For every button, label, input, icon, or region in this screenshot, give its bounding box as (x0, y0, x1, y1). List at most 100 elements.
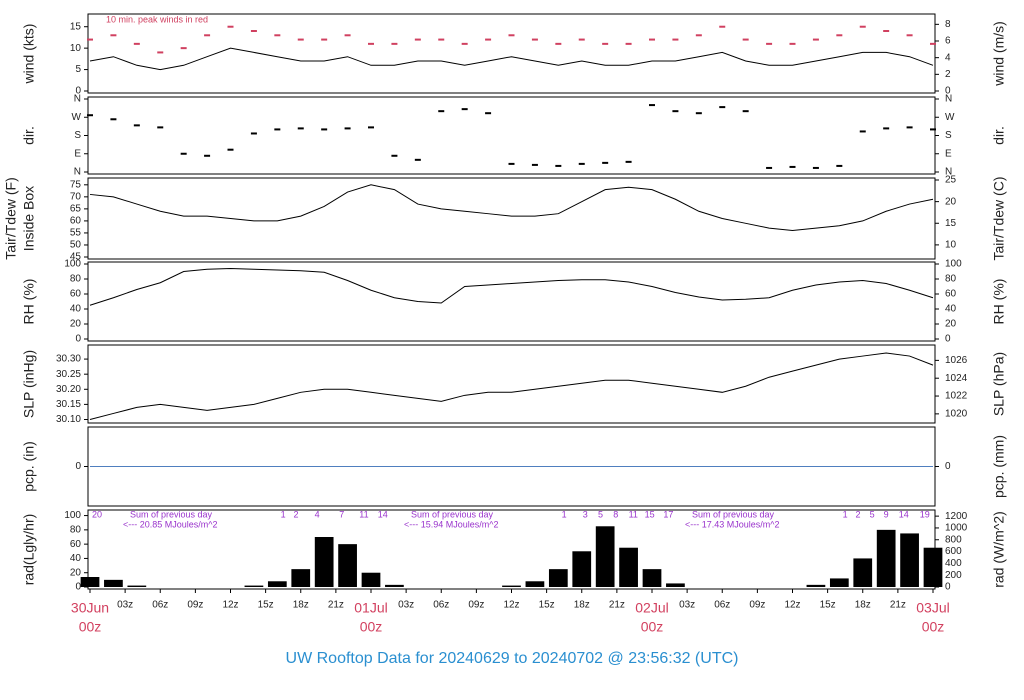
y2-tick-label: 80 (945, 274, 957, 285)
bar (291, 569, 311, 587)
y2-tick-label: N (945, 94, 952, 105)
y-axis-label: pcp. (in) (21, 441, 37, 492)
y-axis-label: SLP (inHg) (21, 350, 37, 418)
data-point (133, 42, 140, 45)
top-tick-label: 4 (315, 509, 320, 519)
y-tick-label: 10 (70, 43, 82, 54)
top-tick-label: 15 (645, 509, 655, 519)
chart-title: UW Rooftop Data for 20240629 to 20240702… (286, 650, 739, 667)
data-point (227, 25, 234, 28)
bar (127, 585, 147, 587)
y-tick-label: 55 (70, 228, 82, 239)
data-line (89, 47, 934, 71)
y2-tick-label: 1026 (945, 355, 968, 366)
bar (244, 585, 264, 587)
top-tick-label: 14 (899, 509, 909, 519)
y2-tick-label: 1000 (945, 523, 968, 534)
data-point (719, 25, 726, 28)
data-point (250, 30, 257, 32)
y2-tick-label: 40 (945, 304, 957, 315)
y-tick-label: 30.20 (56, 384, 81, 395)
data-point (157, 126, 164, 129)
bar (876, 529, 896, 587)
data-point (602, 42, 609, 45)
y2-tick-label: 20 (945, 196, 957, 207)
y2-axis-label: wind (m/s) (991, 21, 1007, 87)
data-point (157, 51, 164, 54)
y-tick-label: 75 (70, 179, 82, 190)
data-point (766, 42, 773, 45)
y-tick-label: E (74, 148, 81, 159)
top-tick-label: 17 (663, 509, 673, 519)
x-tick-label: 09z (468, 600, 484, 611)
data-point (180, 47, 187, 50)
data-point (930, 42, 936, 45)
y2-tick-label: 60 (945, 289, 957, 300)
x-tick-sublabel: 00z (360, 619, 383, 635)
data-point (578, 38, 585, 41)
x-tick-sublabel: 00z (922, 619, 945, 635)
y2-tick-label: 800 (945, 534, 962, 545)
y2-tick-label: 2 (945, 69, 951, 80)
data-point (602, 161, 609, 164)
y-tick-label: 50 (70, 240, 82, 251)
annotation: Sum of previous day (692, 509, 775, 519)
y-tick-label: 30.15 (56, 399, 81, 410)
x-tick-label: 06z (714, 600, 730, 611)
y-tick-label: 0 (75, 334, 81, 345)
top-tick-label: 19 (920, 509, 930, 519)
data-point (906, 34, 913, 37)
panel: rad(Lgly/hr) rad (W/m^2)02040608010002004… (21, 509, 1007, 634)
y-tick-label: 0 (75, 86, 81, 97)
y2-tick-label: 1022 (945, 391, 968, 402)
y2-axis-label: dir. (991, 126, 1007, 145)
data-point (672, 38, 679, 41)
data-point (883, 127, 890, 130)
y2-tick-label: 1020 (945, 409, 968, 420)
x-tick-label: 18z (855, 600, 871, 611)
data-point (625, 160, 632, 163)
data-point (531, 38, 538, 41)
annotation: <--- 15.94 MJoules/m^2 (404, 519, 499, 529)
x-tick-label: 18z (293, 600, 309, 611)
y-tick-label: 20 (70, 567, 82, 578)
top-tick-label: 20 (92, 509, 102, 519)
y-tick-label: 30.10 (56, 414, 81, 425)
y-tick-label: 100 (64, 510, 81, 521)
y-tick-label: N (74, 167, 81, 178)
bar (80, 577, 100, 587)
y-tick-label: 40 (70, 553, 82, 564)
x-tick-label: 03z (398, 600, 414, 611)
bar (900, 533, 919, 587)
y2-tick-label: E (945, 148, 952, 159)
top-tick-label: 1 (281, 509, 286, 519)
y2-axis-label: SLP (hPa) (991, 352, 1007, 416)
bar (853, 558, 873, 587)
y-tick-label: 65 (70, 204, 82, 215)
y2-tick-label: 15 (945, 218, 957, 229)
data-point (789, 165, 796, 168)
data-point (274, 34, 281, 37)
y-tick-label: 30.25 (56, 369, 81, 380)
data-point (485, 112, 492, 115)
top-tick-label: 5 (598, 509, 603, 519)
y2-tick-label: 4 (945, 52, 951, 63)
annotation: 10 min. peak winds in red (106, 14, 208, 24)
y2-tick-label: S (945, 130, 952, 141)
y-tick-label: 80 (70, 524, 82, 535)
y2-tick-label: N (945, 167, 952, 178)
data-line (89, 184, 934, 232)
x-tick-label: 18z (574, 600, 590, 611)
bar (104, 579, 123, 587)
data-point (555, 42, 562, 45)
x-tick-label: 06z (433, 600, 449, 611)
data-point (368, 126, 374, 129)
data-point (461, 42, 468, 45)
top-tick-label: 7 (339, 509, 344, 519)
top-tick-label: 5 (870, 509, 875, 519)
y-tick-label: 20 (70, 319, 82, 330)
top-tick-label: 14 (378, 509, 388, 519)
bar (338, 544, 357, 587)
bar (548, 569, 568, 587)
